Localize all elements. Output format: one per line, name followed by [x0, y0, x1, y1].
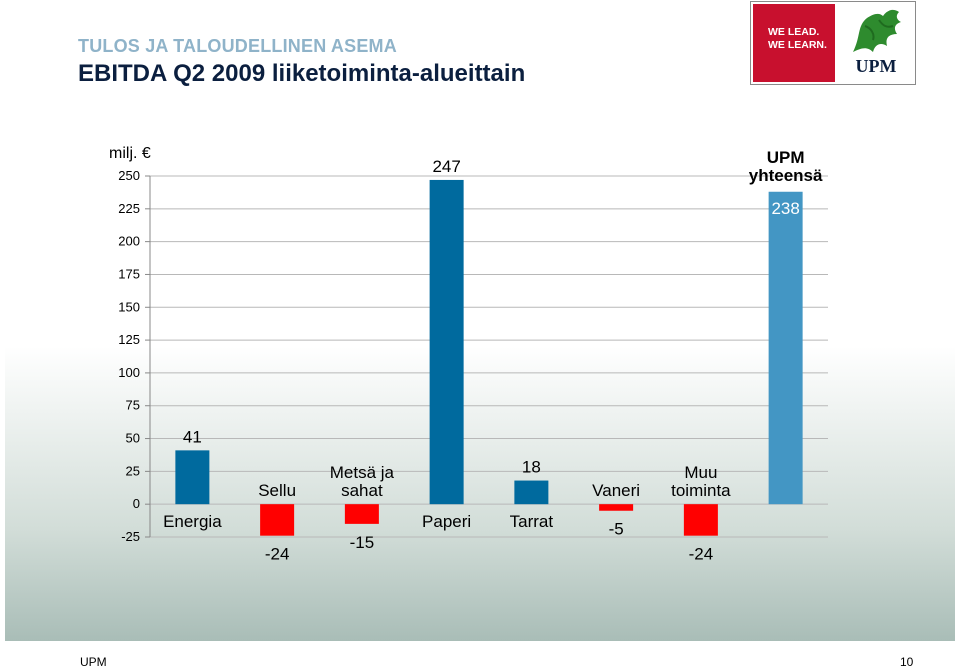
bar [768, 191, 803, 505]
bar [429, 179, 464, 505]
page-number: 10 [900, 655, 914, 669]
bar [175, 450, 210, 505]
category-label-line: Tarrat [510, 512, 554, 531]
category-label: UPM yhteensä [749, 148, 823, 185]
logo-brand: UPM [855, 56, 897, 76]
value-label: 18 [522, 458, 541, 477]
y-tick-label: -25 [121, 529, 140, 544]
category-label-line: Muu [684, 463, 717, 482]
value-label: 41 [183, 427, 202, 446]
category-label-line: Sellu [258, 481, 296, 500]
value-label: 238 [771, 199, 799, 218]
upm-logo: WE LEAD. WE LEARN. UPM [750, 1, 916, 85]
category-label-line: UPM [767, 148, 805, 167]
category-label: Tarrat [510, 512, 554, 531]
bar [260, 504, 295, 536]
y-tick-label: 50 [126, 431, 140, 446]
y-tick-label: 0 [133, 496, 140, 511]
category-label-line: Metsä ja [330, 463, 395, 482]
category-label: Paperi [422, 512, 471, 531]
y-tick-label: 200 [118, 234, 140, 249]
category-label: Metsä ja sahat [330, 463, 395, 500]
chart-labels: 41 Energia Sellu -24 Metsä ja sahat -15 247 Pape… [163, 148, 823, 564]
category-label: Energia [163, 512, 222, 531]
category-label: Vaneri [592, 481, 640, 500]
griffin-icon [853, 9, 901, 52]
category-label-line: yhteensä [749, 166, 823, 185]
category-label-line: sahat [341, 481, 383, 500]
bar [344, 504, 379, 524]
bar [599, 504, 634, 511]
value-label: -5 [609, 520, 624, 539]
value-label: 247 [432, 157, 460, 176]
footer-company: UPM [80, 655, 107, 669]
logo-tagline-box: WE LEAD. WE LEARN. [753, 4, 835, 82]
page-title: EBITDA Q2 2009 liiketoiminta-alueittain [78, 60, 526, 87]
y-tick-label: 25 [126, 463, 140, 478]
y-tick-label: 150 [118, 299, 140, 314]
category-label-line: toiminta [671, 481, 731, 500]
value-label: -24 [689, 545, 714, 564]
logo-tagline-2: WE LEARN. [768, 39, 827, 51]
category-label: Muu toiminta [671, 463, 731, 500]
bars [175, 179, 803, 536]
y-tick-label: 250 [118, 168, 140, 183]
value-label: -24 [265, 545, 290, 564]
category-label-line: Vaneri [592, 481, 640, 500]
section-kicker: TULOS JA TALOUDELLINEN ASEMA [78, 36, 397, 56]
y-tick-label: 75 [126, 398, 140, 413]
category-label-line: Energia [163, 512, 222, 531]
category-label-line: Paperi [422, 512, 471, 531]
y-tick-label: 100 [118, 365, 140, 380]
y-tick-label: 125 [118, 332, 140, 347]
category-label: Sellu [258, 481, 296, 500]
bar [683, 504, 718, 536]
y-tick-label: 175 [118, 266, 140, 281]
value-label: -15 [350, 533, 375, 552]
unit-label: milj. € [109, 145, 151, 162]
y-tick-label: 225 [118, 201, 140, 216]
logo-tagline-1: WE LEAD. [768, 26, 820, 38]
chart-panel: 250 225 200 175 150 125 100 75 50 25 0 -25 41 Energi… [5, 133, 955, 641]
bar [514, 480, 549, 505]
